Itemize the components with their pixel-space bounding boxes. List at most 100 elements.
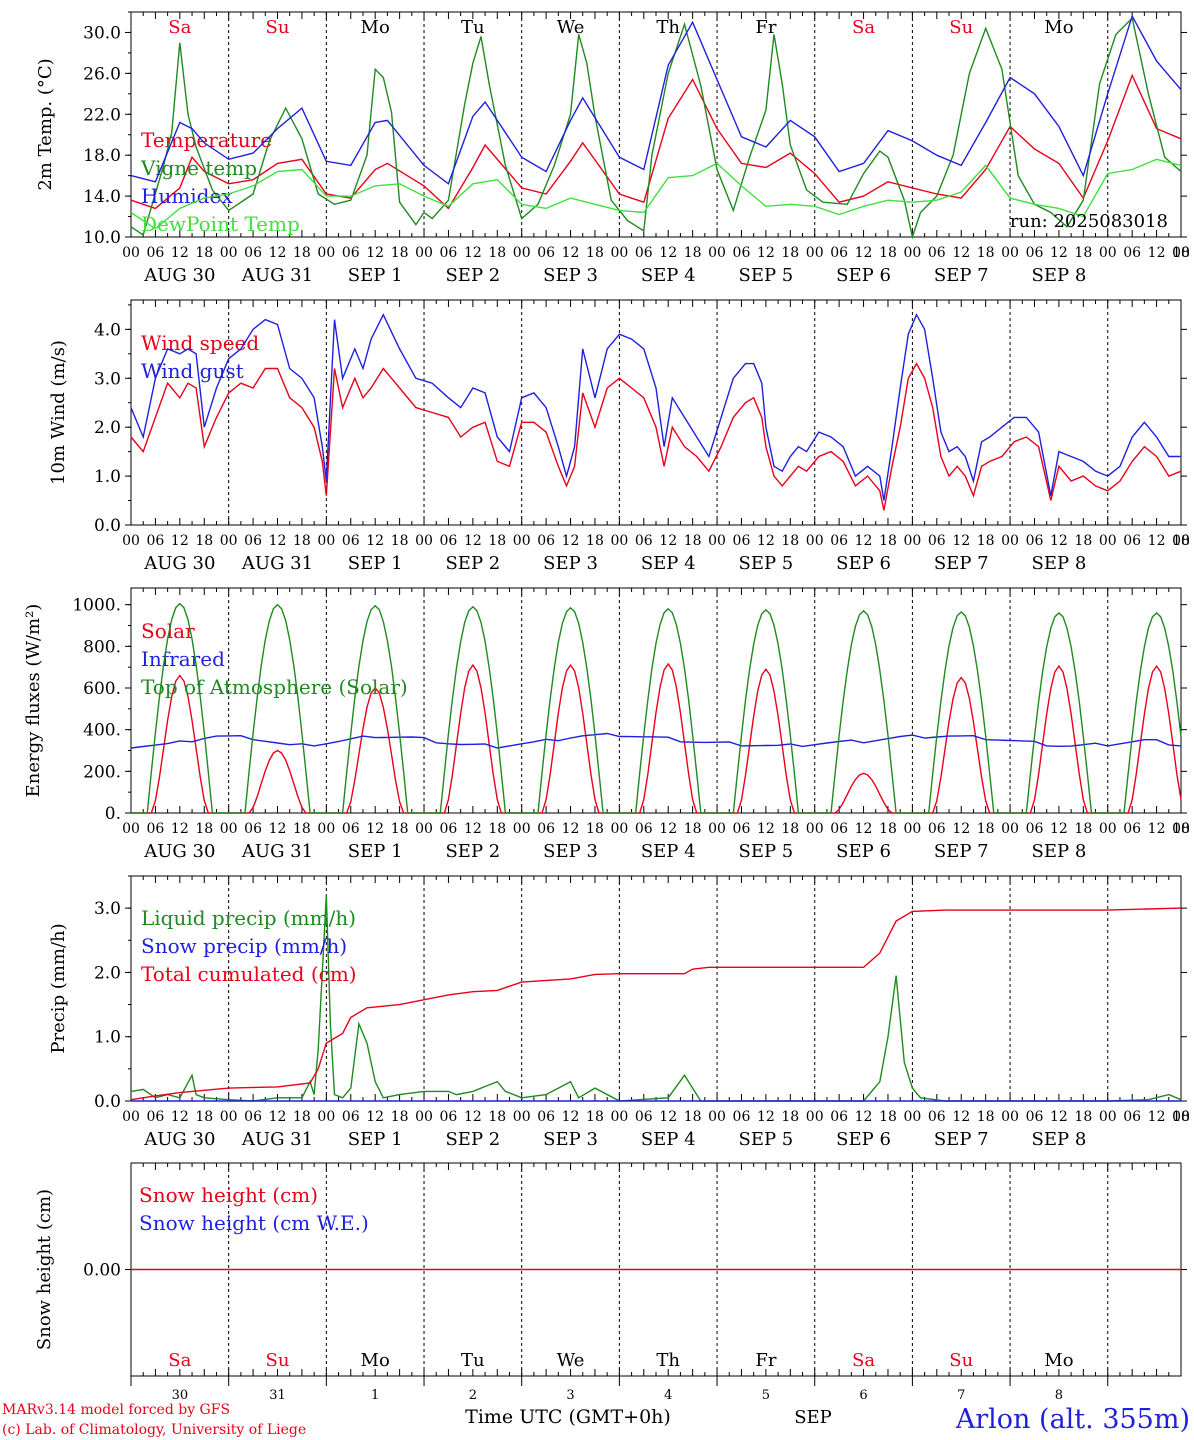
weekday-label: Sa (168, 17, 191, 38)
x-hour-label: 12 (464, 245, 482, 261)
x-day-number: 1 (371, 1388, 379, 1403)
x-hour-label: 00 (1099, 533, 1117, 549)
x-hour-label: 12 (757, 245, 775, 261)
x-hour-label: 18 (879, 533, 897, 549)
x-hour-label: 18 (977, 1109, 995, 1125)
x-hour-label: 18 (488, 821, 506, 837)
x-hour-label: 00 (708, 245, 726, 261)
x-date-label: SEP 1 (348, 1129, 403, 1150)
x-hour-label: 00 (513, 821, 531, 837)
x-hour-label: 00 (1001, 245, 1019, 261)
x-hour-label: 12 (269, 1109, 287, 1125)
x-date-label: SEP 2 (445, 265, 500, 286)
x-hour-label: 12 (757, 821, 775, 837)
weekday-label: Mo (361, 17, 390, 38)
x-hour-label: 06 (147, 821, 165, 837)
weekday-label: Su (266, 1350, 290, 1371)
y-tick-label: 2.0 (94, 418, 121, 438)
x-hour-label: 18 (1074, 1109, 1092, 1125)
y-tick-label: 26.0 (83, 64, 121, 84)
lab-credit: (c) Lab. of Climatology, University of L… (2, 1422, 306, 1438)
x-hour-label: 18 (1172, 821, 1190, 837)
legend-entry: Total cumulated (cm) (141, 962, 357, 986)
y-tick-label: 400. (83, 721, 121, 741)
x-date-label: SEP 3 (543, 265, 598, 286)
x-hour-label: 18 (391, 533, 409, 549)
x-hour-label: 00 (317, 1109, 335, 1125)
x-hour-label: 00 (513, 245, 531, 261)
x-hour-label: 18 (586, 245, 604, 261)
x-hour-label: 00 (610, 245, 628, 261)
weekday-label: Tu (461, 1350, 485, 1371)
y-tick-label: 2.0 (94, 963, 121, 983)
x-hour-label: 06 (733, 533, 751, 549)
x-date-label: SEP 3 (543, 553, 598, 574)
x-hour-label: 18 (1074, 533, 1092, 549)
x-date-label: SEP 7 (934, 265, 989, 286)
x-date-label: SEP 8 (1032, 1129, 1087, 1150)
x-hour-label: 00 (220, 245, 238, 261)
run-label: run: 2025083018 (1010, 211, 1168, 232)
x-hour-label: 00 (317, 245, 335, 261)
x-hour-label: 00 (708, 533, 726, 549)
y-tick-label: 0.0 (94, 516, 121, 536)
x-hour-label: 06 (244, 1109, 262, 1125)
x-hour-label: 18 (293, 533, 311, 549)
x-hour-label: 12 (171, 245, 189, 261)
x-hour-label: 18 (684, 533, 702, 549)
x-hour-label: 00 (220, 1109, 238, 1125)
x-hour-label: 00 (610, 1109, 628, 1125)
x-date-label: SEP 4 (641, 265, 696, 286)
x-hour-label: 06 (537, 533, 555, 549)
x-hour-label: 12 (1148, 821, 1166, 837)
legend-entry: Wind gust (141, 359, 244, 383)
x-hour-label: 00 (415, 245, 433, 261)
x-hour-label: 12 (952, 821, 970, 837)
x-hour-label: 12 (855, 245, 873, 261)
y-tick-label: 10.0 (83, 228, 121, 248)
x-date-label: SEP 6 (836, 265, 891, 286)
x-hour-label: 12 (952, 245, 970, 261)
x-axis-title: Time UTC (GMT+0h) (465, 1406, 671, 1428)
x-hour-label: 06 (342, 1109, 360, 1125)
x-hour-label: 06 (244, 533, 262, 549)
x-hour-label: 18 (1172, 1109, 1190, 1125)
x-date-label: SEP 4 (641, 1129, 696, 1150)
x-hour-label: 12 (659, 821, 677, 837)
x-hour-label: 06 (928, 533, 946, 549)
x-hour-label: 18 (195, 1109, 213, 1125)
x-hour-label: 06 (635, 533, 653, 549)
x-date-label: SEP 8 (1032, 841, 1087, 862)
x-hour-label: 06 (830, 1109, 848, 1125)
x-hour-label: 06 (635, 245, 653, 261)
x-date-label: SEP 3 (543, 841, 598, 862)
model-credit: MARv3.14 model forced by GFS (2, 1402, 230, 1418)
weekday-label: Fr (755, 17, 776, 38)
x-hour-label: 06 (342, 245, 360, 261)
x-hour-label: 06 (635, 1109, 653, 1125)
x-hour-label: 06 (537, 1109, 555, 1125)
x-hour-label: 00 (1172, 821, 1190, 837)
x-date-label: AUG 30 (143, 841, 215, 862)
x-hour-label: 18 (195, 245, 213, 261)
x-hour-label: 06 (440, 1109, 458, 1125)
x-hour-label: 00 (903, 1109, 921, 1125)
x-hour-label: 06 (1123, 1109, 1141, 1125)
y-tick-label: 800. (83, 637, 121, 657)
x-hour-label: 00 (122, 245, 140, 261)
x-hour-label: 18 (977, 533, 995, 549)
weekday-label: Th (656, 17, 680, 38)
x-hour-label: 18 (879, 245, 897, 261)
x-date-label: SEP 8 (1032, 265, 1087, 286)
legend-entry: Top of Atmosphere (Solar) (141, 675, 408, 699)
x-hour-label: 00 (903, 821, 921, 837)
x-hour-label: 06 (440, 821, 458, 837)
x-hour-label: 12 (1148, 1109, 1166, 1125)
x-hour-label: 00 (317, 821, 335, 837)
x-hour-label: 06 (635, 821, 653, 837)
x-hour-label: 06 (733, 1109, 751, 1125)
x-hour-label: 06 (147, 533, 165, 549)
weekday-label: Tu (461, 17, 485, 38)
x-date-label: SEP 4 (641, 841, 696, 862)
x-hour-label: 18 (586, 533, 604, 549)
